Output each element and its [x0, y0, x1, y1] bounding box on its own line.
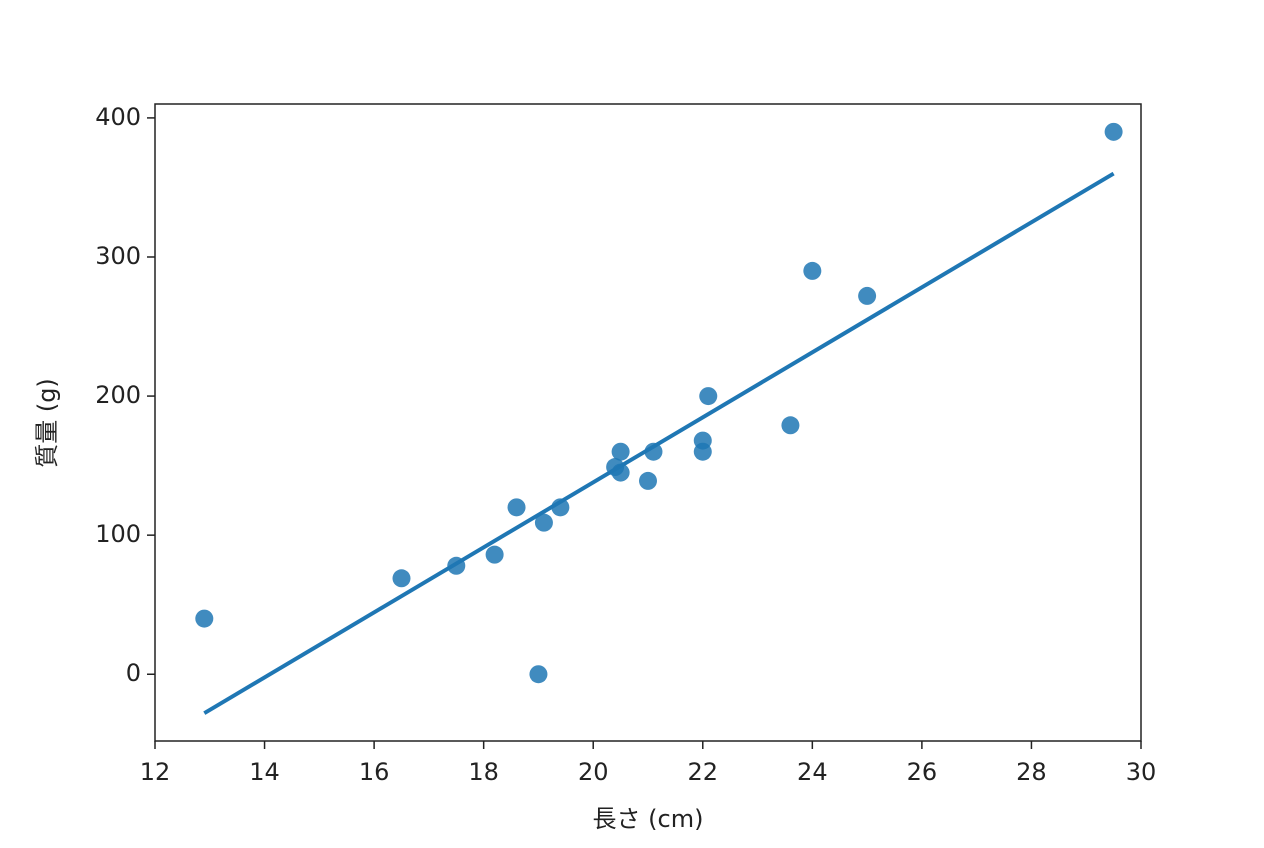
x-tick-label: 24 [797, 758, 828, 786]
y-tick-label: 100 [95, 520, 141, 548]
data-point [858, 286, 877, 305]
data-point [693, 442, 712, 461]
x-tick-label: 18 [468, 758, 499, 786]
y-tick-label: 300 [95, 242, 141, 270]
data-point [803, 261, 822, 280]
data-point [1104, 122, 1123, 141]
data-point [611, 442, 630, 461]
x-axis-label: 長さ (cm) [593, 805, 704, 833]
y-axis-label: 質量 (g) [33, 378, 61, 468]
data-point [529, 665, 548, 684]
data-point [639, 471, 657, 490]
data-point [781, 416, 800, 435]
x-tick-label: 30 [1126, 758, 1157, 786]
data-point [392, 569, 411, 588]
data-point [507, 498, 526, 517]
x-tick-label: 16 [359, 758, 390, 786]
data-point [485, 545, 504, 564]
y-tick-label: 0 [126, 659, 141, 687]
data-point [699, 387, 718, 406]
x-tick-label: 26 [907, 758, 938, 786]
x-tick-label: 14 [249, 758, 280, 786]
x-tick-label: 20 [578, 758, 609, 786]
y-tick-label: 200 [95, 381, 141, 409]
data-point [534, 513, 553, 532]
x-tick-label: 22 [688, 758, 719, 786]
x-tick-label: 28 [1016, 758, 1047, 786]
data-point [195, 609, 214, 628]
plot-frame [154, 103, 1142, 742]
fit-line [203, 171, 1115, 715]
x-tick-label: 12 [140, 758, 171, 786]
y-tick-label: 400 [95, 103, 141, 131]
